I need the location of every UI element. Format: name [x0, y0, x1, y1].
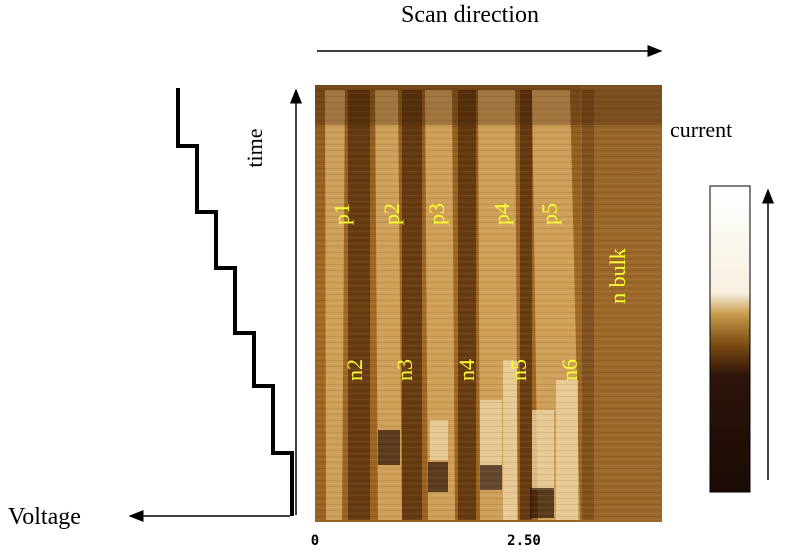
p-region-label: p4 — [489, 203, 514, 225]
n-region-label: n2 — [342, 359, 367, 381]
region-labels: p1 p2 p3 p4 p5 n2 n3 n4 n5 n6 n bulk — [329, 203, 630, 381]
colorbar — [709, 185, 751, 493]
n-region-label: n6 — [557, 359, 582, 381]
bulk-label: n bulk — [605, 248, 630, 304]
current-label: current — [670, 117, 732, 142]
n-region-label: n5 — [506, 359, 531, 381]
n-region-label: n4 — [454, 359, 479, 381]
p-region-label: p5 — [537, 203, 562, 225]
x-tick-label: 2.50 — [507, 533, 541, 549]
p-region-label: p3 — [424, 203, 449, 225]
p-region-label: p2 — [379, 203, 404, 225]
voltage-staircase — [176, 88, 294, 516]
x-tick-label: 0 — [311, 533, 319, 549]
p-region-label: p1 — [329, 203, 354, 225]
voltage-label: Voltage — [8, 504, 81, 530]
scan-direction-label: Scan direction — [401, 2, 539, 28]
n-region-label: n3 — [392, 359, 417, 381]
scan-image — [315, 85, 662, 522]
time-label: time — [242, 128, 267, 167]
